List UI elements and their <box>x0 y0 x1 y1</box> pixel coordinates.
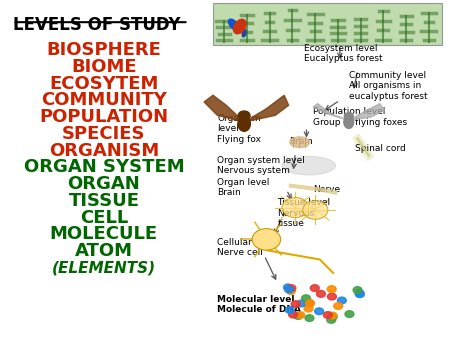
Polygon shape <box>313 104 349 120</box>
Text: COMMUNITY: COMMUNITY <box>41 91 167 109</box>
Circle shape <box>303 200 328 219</box>
Text: Nerve: Nerve <box>313 185 340 194</box>
Text: TISSUE: TISSUE <box>68 192 140 210</box>
Ellipse shape <box>242 30 246 37</box>
Circle shape <box>291 301 300 308</box>
Circle shape <box>327 317 336 323</box>
Ellipse shape <box>282 156 335 175</box>
Circle shape <box>305 300 314 307</box>
Circle shape <box>286 288 295 294</box>
Circle shape <box>282 197 309 218</box>
Text: SPECIES: SPECIES <box>62 125 146 143</box>
Text: Community level
All organisms in
eucalyptus forest: Community level All organisms in eucalyp… <box>349 71 428 101</box>
Circle shape <box>345 311 354 317</box>
Circle shape <box>324 312 332 318</box>
Circle shape <box>344 113 353 119</box>
Circle shape <box>304 305 313 312</box>
Text: ATOM: ATOM <box>75 242 133 260</box>
Text: Organ system level
Nervous system: Organ system level Nervous system <box>217 156 305 175</box>
Polygon shape <box>204 95 244 122</box>
Text: (ELEMENTS): (ELEMENTS) <box>52 260 156 275</box>
Text: BIOSPHERE: BIOSPHERE <box>46 41 162 59</box>
Ellipse shape <box>229 19 239 30</box>
Circle shape <box>287 285 296 291</box>
Circle shape <box>315 308 324 315</box>
Text: Spinal cord: Spinal cord <box>356 144 406 153</box>
Text: Tissue level
Nervous
tissue: Tissue level Nervous tissue <box>278 198 331 228</box>
Text: Ecosystem level
Eucalyptus forest: Ecosystem level Eucalyptus forest <box>304 44 383 63</box>
Circle shape <box>296 312 305 318</box>
Circle shape <box>328 313 337 320</box>
Polygon shape <box>349 104 384 120</box>
Text: ORGAN: ORGAN <box>68 175 140 193</box>
Text: CELL: CELL <box>80 209 128 226</box>
Ellipse shape <box>234 19 246 34</box>
Text: Organism
level
Flying fox: Organism level Flying fox <box>217 114 261 144</box>
Text: LEVELS OF STUDY: LEVELS OF STUDY <box>13 17 180 34</box>
Circle shape <box>238 111 250 120</box>
Ellipse shape <box>238 116 250 131</box>
Text: ECOSYTEM: ECOSYTEM <box>49 74 158 93</box>
Circle shape <box>316 291 325 297</box>
Text: Organ level
Brain: Organ level Brain <box>217 178 270 197</box>
Circle shape <box>353 287 362 293</box>
Circle shape <box>284 284 292 291</box>
Circle shape <box>338 297 346 304</box>
Text: MOLECULE: MOLECULE <box>50 225 158 243</box>
Circle shape <box>328 312 337 319</box>
Circle shape <box>356 291 364 297</box>
Circle shape <box>328 293 337 300</box>
Circle shape <box>306 300 315 307</box>
Text: ORGAN SYSTEM: ORGAN SYSTEM <box>23 158 184 176</box>
Circle shape <box>310 285 319 291</box>
Text: Brain: Brain <box>288 137 312 146</box>
Polygon shape <box>244 95 288 122</box>
Text: POPULATION: POPULATION <box>39 108 168 126</box>
Ellipse shape <box>344 116 354 128</box>
Circle shape <box>285 307 294 313</box>
Text: ORGANISM: ORGANISM <box>49 142 159 160</box>
FancyBboxPatch shape <box>213 3 442 45</box>
Circle shape <box>302 295 310 301</box>
Circle shape <box>289 311 297 318</box>
Circle shape <box>252 229 281 250</box>
Circle shape <box>294 313 303 319</box>
Circle shape <box>284 286 293 293</box>
Circle shape <box>334 303 342 309</box>
Circle shape <box>327 286 336 292</box>
Circle shape <box>305 315 314 321</box>
Text: Cellular level
Nerve cell: Cellular level Nerve cell <box>217 238 277 258</box>
Text: Molecular level
Molecule of DNA: Molecular level Molecule of DNA <box>217 295 302 314</box>
Text: BIOME: BIOME <box>71 58 137 76</box>
Text: Population level
Group of flying foxes: Population level Group of flying foxes <box>313 107 407 127</box>
Circle shape <box>355 290 364 296</box>
Circle shape <box>297 300 306 307</box>
Ellipse shape <box>290 137 310 148</box>
